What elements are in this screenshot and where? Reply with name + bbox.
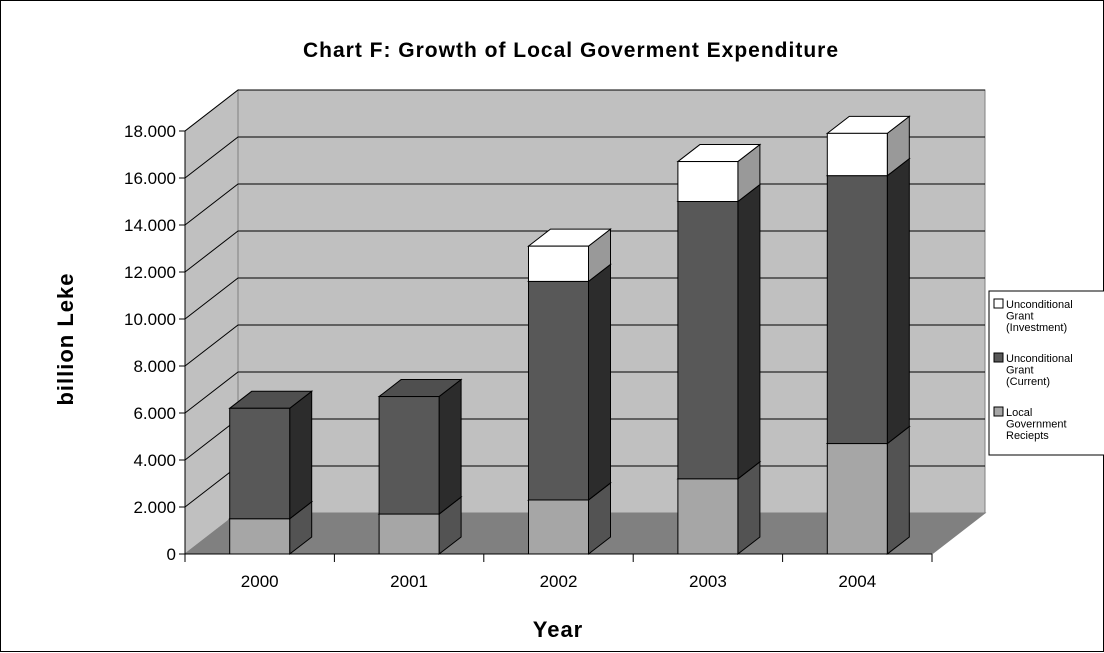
y-axis-title: billion Leke bbox=[53, 272, 78, 405]
y-tick-label: 2.000 bbox=[133, 498, 176, 517]
x-tick-label: 2003 bbox=[689, 572, 727, 591]
bar-front bbox=[677, 201, 739, 480]
legend-label-line: (Current) bbox=[1006, 376, 1050, 388]
legend-label-line: Unconditional bbox=[1006, 299, 1073, 311]
bar-front bbox=[528, 499, 589, 555]
legend-item-1: Local Government Reciepts bbox=[993, 406, 1067, 442]
bar-group-2001 bbox=[377, 378, 463, 556]
legend-label-line: (Investment) bbox=[1006, 322, 1067, 334]
gridline bbox=[184, 89, 985, 132]
legend-label-line: Unconditional bbox=[1006, 353, 1073, 365]
legend-swatch bbox=[993, 352, 1004, 363]
bar-front bbox=[677, 478, 739, 555]
x-tick-label: 2004 bbox=[838, 572, 876, 591]
y-tick-label: 4.000 bbox=[133, 451, 176, 470]
bar-front bbox=[677, 161, 739, 203]
legend-item-3: Unconditional Grant (Investment) bbox=[993, 298, 1073, 334]
legend-swatch bbox=[993, 406, 1004, 417]
bar-group-2000 bbox=[228, 390, 314, 556]
legend-label-line: Reciepts bbox=[1006, 430, 1049, 442]
x-tick-label: 2001 bbox=[390, 572, 428, 591]
bar-2004-series-3 bbox=[825, 115, 911, 177]
bar-front bbox=[229, 407, 291, 520]
legend-item-2: Unconditional Grant (Current) bbox=[993, 352, 1073, 388]
bar-2001-series-2 bbox=[377, 378, 463, 516]
legend-label: Local Government Reciepts bbox=[1006, 407, 1067, 442]
bar-2003-series-2 bbox=[676, 183, 762, 480]
legend-label: Unconditional Grant (Investment) bbox=[1006, 299, 1073, 334]
x-tick-labels: 2000 2001 2002 2003 2004 bbox=[241, 572, 876, 591]
legend-label: Unconditional Grant (Current) bbox=[1006, 353, 1073, 388]
x-axis-title: Year bbox=[533, 617, 584, 642]
y-tick-label: 14.000 bbox=[124, 216, 176, 235]
legend-label-line: Government bbox=[1006, 419, 1067, 431]
x-tick-label: 2000 bbox=[241, 572, 279, 591]
legend-label-line: Local bbox=[1006, 407, 1032, 419]
bar-front bbox=[528, 245, 589, 282]
bar-side bbox=[588, 263, 611, 501]
y-tick-label: 8.000 bbox=[133, 357, 176, 376]
legend-label-line: Grant bbox=[1006, 365, 1034, 377]
gridline bbox=[184, 136, 985, 179]
bar-2004-series-1 bbox=[825, 425, 911, 556]
y-tick-label: 18.000 bbox=[124, 122, 176, 141]
bar-2002-series-2 bbox=[527, 263, 612, 501]
bar-side bbox=[737, 183, 761, 480]
bar-2004-series-2 bbox=[825, 157, 911, 445]
chart-title: Chart F: Growth of Local Goverment Expen… bbox=[303, 39, 839, 62]
y-tick-label: 0 bbox=[167, 545, 176, 564]
bar-front bbox=[378, 396, 440, 515]
bar-side bbox=[886, 157, 910, 445]
bars bbox=[228, 115, 911, 556]
legend: Unconditional Grant (Investment)Unconditio… bbox=[988, 290, 1104, 456]
bar-front bbox=[528, 280, 589, 501]
y-tick-labels: 0 2.000 4.000 6.000 8.000 10.000 12.000 14.000 1… bbox=[124, 122, 176, 564]
bar-front bbox=[378, 513, 440, 555]
bar-group-2004 bbox=[825, 115, 911, 556]
bar-group-2002 bbox=[527, 228, 612, 556]
y-tick-label: 10.000 bbox=[124, 310, 176, 329]
bar-side bbox=[886, 425, 910, 556]
legend-label-line: Grant bbox=[1006, 311, 1034, 323]
bar-2002-series-3 bbox=[527, 228, 612, 283]
legend-swatch bbox=[993, 298, 1004, 309]
bar-2000-series-2 bbox=[228, 390, 314, 520]
bar-group-2003 bbox=[676, 143, 762, 556]
bar-front bbox=[826, 132, 888, 177]
bar-front bbox=[826, 175, 888, 445]
y-tick-label: 6.000 bbox=[133, 404, 176, 423]
legend-box bbox=[988, 290, 1104, 456]
x-tick-label: 2002 bbox=[540, 572, 578, 591]
bar-side bbox=[438, 378, 462, 516]
y-tick-label: 12.000 bbox=[124, 263, 176, 282]
bar-front bbox=[826, 443, 888, 555]
axes bbox=[179, 130, 933, 562]
bar-front bbox=[229, 518, 291, 555]
bar-2003-series-3 bbox=[676, 143, 762, 203]
bar-side bbox=[289, 390, 313, 520]
y-tick-label: 16.000 bbox=[124, 169, 176, 188]
